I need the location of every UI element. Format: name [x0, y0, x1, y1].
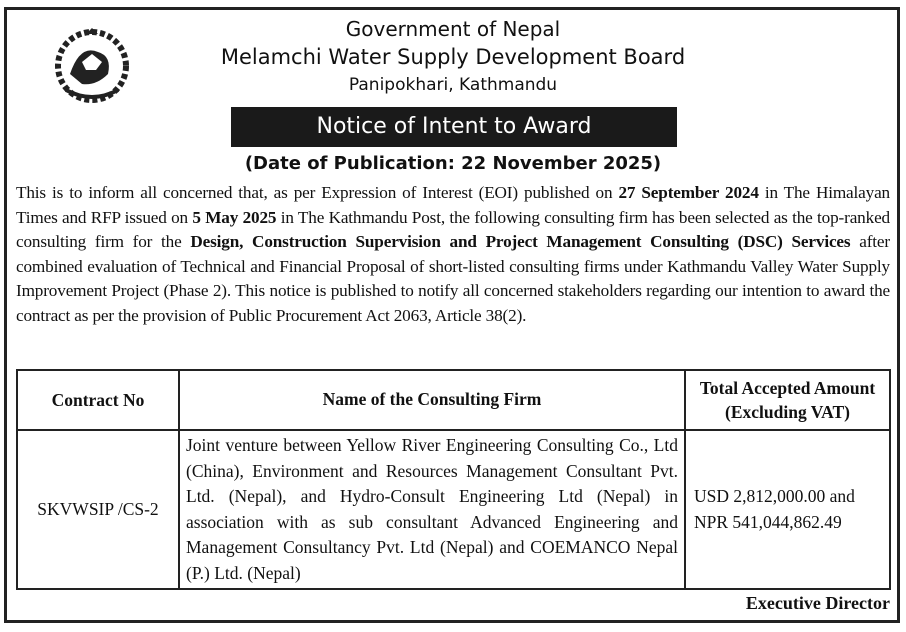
body-text: after combined evaluation of Technical a…	[16, 232, 890, 325]
amount-cell: USD 2,812,000.00 and NPR 541,044,862.49	[684, 429, 891, 590]
body-text: in The Kathmandu Post, the following con…	[16, 207, 890, 252]
header-amount: Total Accepted Amount (Excluding VAT)	[684, 369, 891, 431]
notice-title: Notice of Intent to Award	[231, 107, 677, 147]
header-contract-no: Contract No	[16, 369, 180, 431]
government-emblem-logo	[55, 28, 129, 103]
contract-no-cell: SKVWSIP /CS-2	[16, 429, 180, 590]
table-header-row: Contract No Name of the Consulting Firm …	[16, 369, 891, 431]
header-organization: Melamchi Water Supply Development Board	[220, 45, 686, 69]
amount-npr: NPR 541,044,862.49	[694, 511, 842, 532]
notice-body: This is to inform all concerned that, as…	[16, 181, 890, 328]
rfp-date: 5 May 2025	[192, 207, 277, 227]
amount-usd: USD 2,812,000.00 and	[694, 486, 855, 506]
firm-name-cell: Joint venture between Yellow River Engin…	[178, 429, 686, 590]
signatory-title: Executive Director	[745, 593, 890, 613]
header-government: Government of Nepal	[345, 17, 561, 41]
header-firm-name: Name of the Consulting Firm	[178, 369, 686, 431]
service-name: Design, Construction Supervision and Pro…	[190, 232, 851, 251]
table-row: SKVWSIP /CS-2 Joint venture between Yell…	[16, 429, 891, 590]
eoi-date: 27 September 2024	[618, 183, 759, 202]
header-address: Panipokhari, Kathmandu	[348, 75, 558, 95]
award-table: Contract No Name of the Consulting Firm …	[16, 369, 891, 590]
notice-border	[4, 7, 900, 623]
publication-date: (Date of Publication: 22 November 2025)	[244, 153, 662, 174]
body-text: in The Himalayan Times and RFP issued on	[16, 183, 891, 227]
body-text: This is to inform all concerned that, as…	[16, 183, 619, 202]
